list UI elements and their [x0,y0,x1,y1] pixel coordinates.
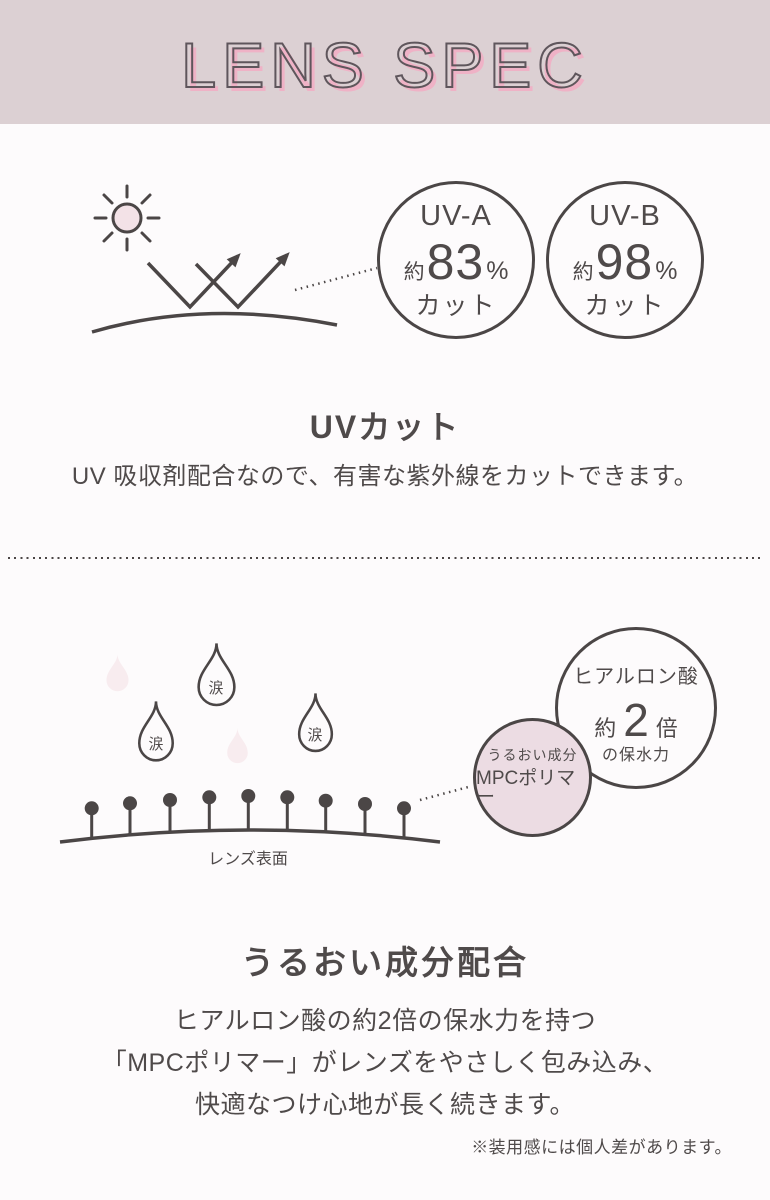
dotted-connector [294,266,378,292]
arrowhead-icon [226,253,241,268]
cut-label: カット [584,291,666,320]
faint-teardrop-icon [227,727,248,764]
lens-curve-line [91,311,338,334]
mpc-polymer-label: MPCポリマー [476,768,576,808]
teardrop-icon: 涙 [138,701,174,762]
moisture-ingredient-label: うるおい成分 [487,747,578,763]
cut-label: カット [415,291,497,320]
sun-icon [93,184,161,252]
percent-sign: % [486,256,509,285]
page-title: LENS SPEC [181,31,589,101]
header-band: LENS SPEC LENS SPEC [0,0,770,124]
faint-teardrop-icon [106,653,129,692]
water-retention-label: の保水力 [601,746,670,764]
description-line: 「MPCポリマー」がレンズをやさしく包み込み、 [101,1049,669,1077]
uv-b-stat-badge: UV-B 約 98 % カット [546,181,704,339]
moisture-section-heading: うるおい成分配合 [241,944,529,981]
teardrop-icon: 涙 [197,643,236,707]
uv-section-description: UV 吸収剤配合なので、有害な紫外線をカットできます。 [71,463,699,490]
tear-label: 涙 [148,735,163,753]
disclaimer-footnote: ※装用感には個人差があります。 [471,1138,732,1157]
teardrop-icon: 涙 [297,693,334,753]
dotted-divider [8,557,762,559]
uv-a-label: UV-A [420,199,492,232]
polymer-dots-icon [84,789,411,816]
page-title-shadow: LENS SPEC [185,35,593,105]
arrowhead-icon [275,252,290,267]
tear-label: 涙 [208,679,223,697]
uv-bounce-arrows-icon [146,253,289,310]
tear-label: 涙 [307,726,322,744]
uv-b-percent-value: 98 [595,233,654,290]
uv-a-stat-row: 約 83 % [404,237,509,287]
header-title-art: LENS SPEC LENS SPEC [180,30,593,105]
moisture-diagram: 涙 涙 涙 [59,643,473,868]
moisture-section-description: ヒアルロン酸の約2倍の保水力を持つ 「MPCポリマー」がレンズをやさしく包み込み… [0,1000,770,1126]
dotted-connector [419,784,473,802]
hyaluronic-label: ヒアルロン酸 [573,665,699,688]
uv-a-stat-badge: UV-A 約 83 % カット [377,181,535,339]
approx-prefix: 約 [572,260,594,284]
uv-section-heading: UVカット [309,409,461,445]
uv-b-label: UV-B [589,199,661,232]
lens-surface-curve [59,828,441,844]
multiplier-value: 2 [623,693,649,746]
uv-reflection-diagram [91,184,378,334]
uv-b-stat-row: 約 98 % [573,237,678,287]
percent-sign: % [655,256,678,285]
uv-a-percent-value: 83 [426,233,485,290]
lens-surface-label: レンズ表面 [208,850,288,868]
description-line: ヒアルロン酸の約2倍の保水力を持つ [173,1007,597,1035]
description-line: 快適なつけ心地が長く続きます。 [194,1091,575,1119]
mpc-polymer-badge: うるおい成分 MPCポリマー [473,718,592,837]
multiplier-unit: 倍 [655,715,678,741]
approx-prefix: 約 [403,260,425,284]
hyaluronic-stat-row: 約 2 倍 [594,697,678,743]
approx-prefix: 約 [594,715,617,741]
